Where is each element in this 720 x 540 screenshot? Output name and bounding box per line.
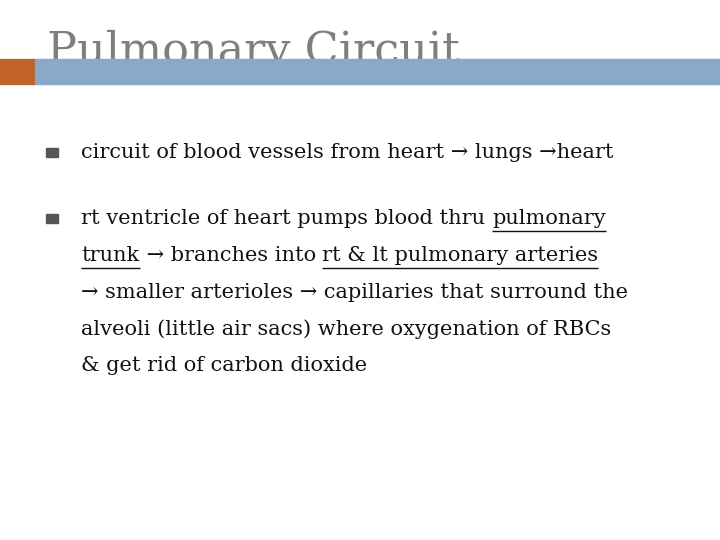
Bar — [46, 214, 58, 223]
Text: circuit of blood vessels from heart → lungs →heart: circuit of blood vessels from heart → lu… — [81, 143, 614, 162]
Bar — [46, 148, 58, 157]
Text: & get rid of carbon dioxide: & get rid of carbon dioxide — [81, 356, 367, 375]
Text: trunk: trunk — [81, 246, 140, 265]
Text: → branches into: → branches into — [140, 246, 323, 265]
Text: rt ventricle of heart pumps blood thru: rt ventricle of heart pumps blood thru — [81, 209, 492, 228]
Text: Pulmonary Circuit: Pulmonary Circuit — [47, 30, 459, 73]
Bar — [35, 59, 720, 84]
Text: → smaller arterioles → capillaries that surround the: → smaller arterioles → capillaries that … — [81, 282, 629, 302]
Text: alveoli (little air sacs) where oxygenation of RBCs: alveoli (little air sacs) where oxygenat… — [81, 319, 611, 339]
Text: rt & lt pulmonary arteries: rt & lt pulmonary arteries — [323, 246, 598, 265]
Text: pulmonary: pulmonary — [492, 209, 606, 228]
Bar — [0, 59, 35, 84]
